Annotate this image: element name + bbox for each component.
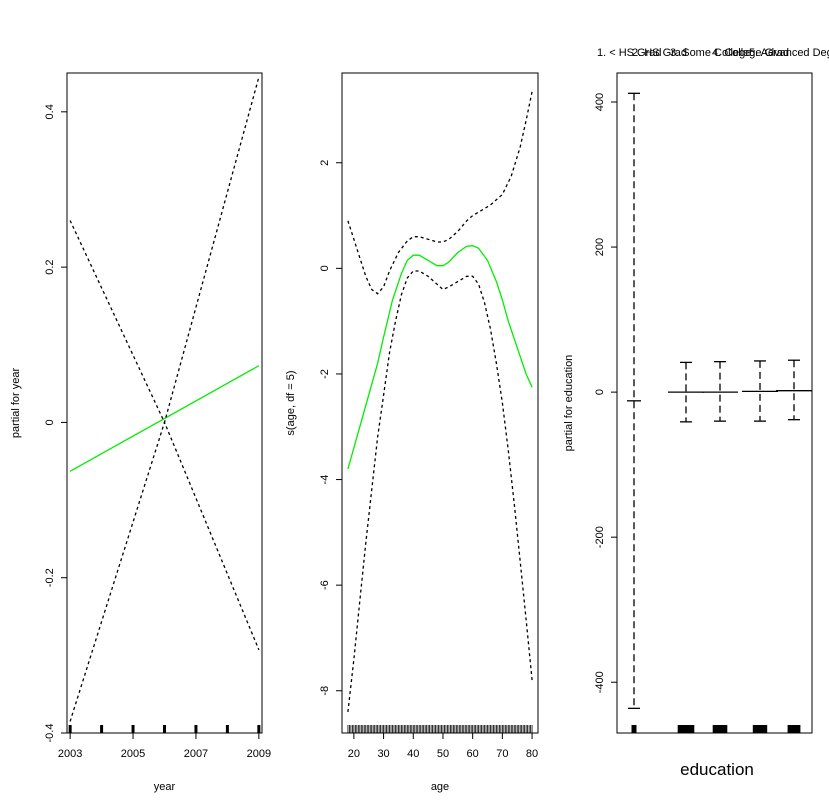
series-line-upper [69, 76, 260, 425]
rug-mark [631, 725, 637, 733]
x-tick-label: 2003 [58, 748, 82, 760]
category-label: 4. College Grad [712, 47, 789, 59]
series-line-fit [69, 365, 260, 472]
x-tick-label: 40 [407, 748, 419, 760]
rug-mark [712, 725, 728, 733]
y-tick-label: -400 [594, 671, 606, 693]
x-tick-label: 2005 [121, 748, 145, 760]
y-tick-label: 0 [594, 389, 606, 395]
x-tick-label: 50 [437, 748, 449, 760]
y-tick-label: -200 [594, 526, 606, 548]
y-tick-label: -6 [319, 580, 331, 590]
x-tick-label: 80 [526, 748, 538, 760]
y-tick-label: 400 [594, 93, 606, 111]
x-axis-title: age [431, 781, 449, 793]
x-axis-title: year [154, 781, 176, 793]
plot-frame [616, 72, 813, 734]
y-tick-label: 0 [44, 419, 56, 425]
x-tick-label: 2007 [184, 748, 208, 760]
y-axis-title: partial for education [563, 355, 575, 452]
y-tick-label: -2 [319, 369, 331, 379]
y-tick-label: -4 [319, 475, 331, 485]
x-tick-label: 30 [377, 748, 389, 760]
category-label: 1. < HS Grad [597, 47, 662, 59]
panel-age: 20 30 40 50 60 70 80 -8 -6 -4 -2 0 2 age s(age, df = 5… [285, 72, 539, 793]
y-tick-label: 0.4 [44, 104, 56, 119]
y-tick-label: 2 [319, 160, 331, 166]
y-axis-title: partial for year [10, 368, 22, 439]
y-tick-label: -0.4 [44, 724, 56, 743]
category-label: 5. Advanced Deg [749, 47, 829, 59]
y-tick-label: -0.2 [44, 568, 56, 587]
y-tick-label: 0.2 [44, 259, 56, 274]
panel-year: 2003 2005 2007 2009 -0.4 -0.2 0 0.2 0.4 year parti… [10, 72, 271, 793]
category-label: 3. Some College [670, 47, 751, 59]
series-line-lower [347, 270, 533, 712]
y-tick-label: 200 [594, 238, 606, 256]
rug-mark [677, 725, 695, 733]
x-tick-label: 60 [467, 748, 479, 760]
rug-mark [752, 725, 768, 733]
rug-mark [787, 725, 801, 733]
y-tick-label: -8 [319, 686, 331, 696]
x-tick-label: 20 [348, 748, 360, 760]
x-axis-title: education [680, 760, 754, 779]
y-tick-label: 0 [319, 265, 331, 271]
series-line-lower [69, 420, 260, 722]
y-axis-title: s(age, df = 5) [285, 370, 297, 435]
series-line-fit [347, 245, 533, 470]
x-tick-label: 2009 [247, 748, 271, 760]
x-tick-label: 70 [496, 748, 508, 760]
category-label: 2. HS Grad [632, 47, 687, 59]
series-line-upper [347, 91, 533, 295]
plot-frame [341, 72, 539, 734]
